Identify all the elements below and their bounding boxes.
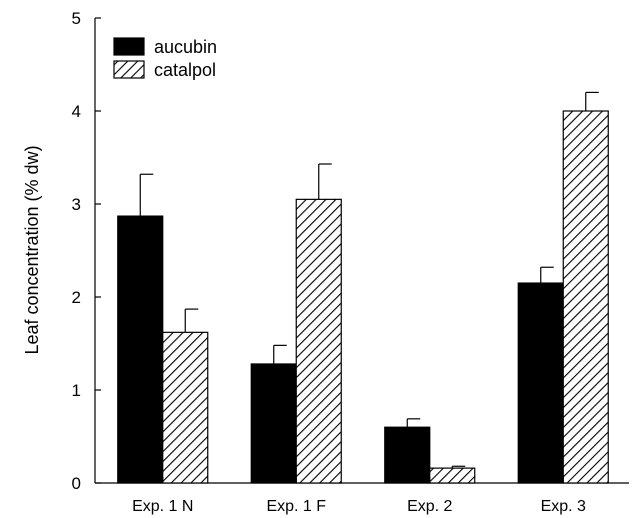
y-tick-label: 3: [72, 195, 81, 214]
bar-catalpol-2: [429, 467, 476, 484]
legend-swatch-catalpol: [113, 60, 145, 79]
bar-aucubin-2: [384, 426, 431, 484]
x-tick-label: Exp. 1 F: [266, 498, 326, 515]
bar-aucubin-3: [517, 282, 564, 484]
x-tick-label: Exp. 2: [407, 498, 452, 515]
legend-label-aucubin: aucubin: [154, 37, 217, 57]
y-tick-label: 2: [72, 288, 81, 307]
legend-label-catalpol: catalpol: [154, 60, 216, 80]
bar-aucubin-1: [250, 363, 297, 484]
y-axis-title: Leaf concentration (% dw): [22, 145, 42, 354]
bar-catalpol-1: [295, 198, 342, 484]
legend: aucubin catalpol: [113, 37, 217, 80]
bar-catalpol-0: [162, 331, 209, 484]
bar-catalpol-3: [562, 110, 609, 484]
plot-area: 0 1 2 3 4 5 Exp. 1 N Exp. 1 F Exp. 2 Exp. 3: [72, 9, 629, 515]
x-tick-label: Exp. 3: [541, 498, 586, 515]
y-tick-label: 5: [72, 9, 81, 28]
y-tick-label: 4: [72, 102, 81, 121]
y-tick-label: 0: [72, 474, 81, 493]
x-tick-label: Exp. 1 N: [132, 498, 193, 515]
y-tick-label: 1: [72, 381, 81, 400]
legend-swatch-aucubin: [113, 37, 145, 56]
bar-aucubin-0: [117, 215, 164, 484]
